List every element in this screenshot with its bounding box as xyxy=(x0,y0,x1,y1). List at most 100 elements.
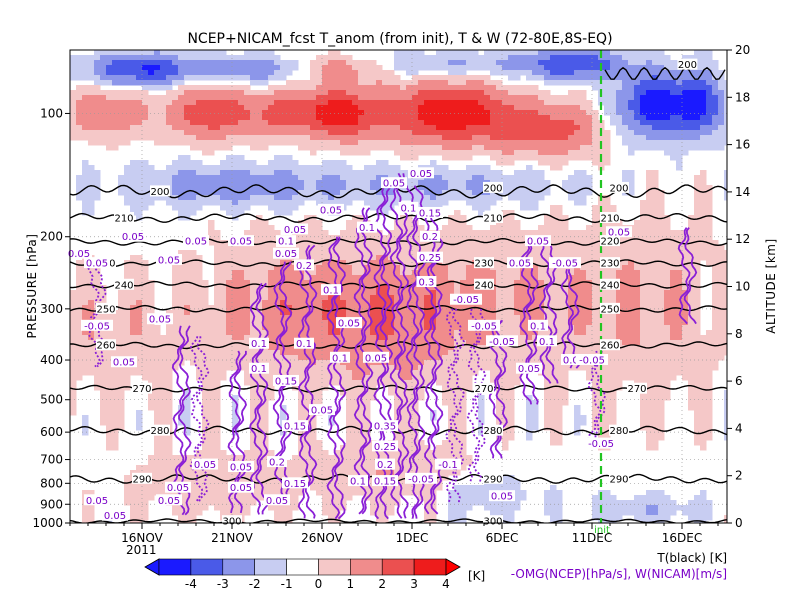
contour-label: 0.05 xyxy=(527,237,549,248)
contour-label: 270 xyxy=(627,384,646,395)
altitude-tick-label: 0 xyxy=(735,516,743,530)
colorbar-tick-label: 1 xyxy=(346,577,354,591)
legend-velocity: -OMG(NCEP)[hPa/s], W(NICAM)[m/s] xyxy=(511,567,727,581)
contour-label: 280 xyxy=(150,426,169,437)
contour-label: 200 xyxy=(483,183,502,194)
contour-label: 0.05 xyxy=(167,483,189,494)
contour-label-box xyxy=(120,230,146,242)
contour-label-box xyxy=(483,472,503,484)
x-tick-label: 16NOV xyxy=(121,531,163,545)
contour-label: 240 xyxy=(114,280,133,291)
contour-label: 0.05 xyxy=(311,406,333,417)
contour-label: -0.1 xyxy=(438,460,458,471)
velocity-contour xyxy=(519,245,533,405)
velocity-contour xyxy=(473,308,487,484)
x-axis: 16NOV 21NOV 26NOV 1DEC 6DEC 11DEC 16DEC xyxy=(69,523,719,545)
contour-label-box xyxy=(132,382,152,394)
colorbar-swatch xyxy=(413,558,447,576)
x-tick-label: 6DEC xyxy=(486,531,519,545)
altitude-tick-label: 12 xyxy=(735,232,750,246)
velocity-contour xyxy=(87,260,101,368)
velocity-contour xyxy=(255,282,269,515)
contour-label: 0.05 xyxy=(185,237,207,248)
contour-label-box xyxy=(147,313,173,325)
contour-label-box xyxy=(267,456,287,468)
velocity-contour xyxy=(326,236,341,520)
contour-label: 0.05 xyxy=(383,179,405,190)
contour-label-box xyxy=(600,278,620,290)
contour-label-box xyxy=(249,337,269,349)
altitude-tick-label: 14 xyxy=(735,185,750,199)
contour-label: 0.15 xyxy=(284,479,306,490)
contour-label: 0.2 xyxy=(269,458,285,469)
contour-label-box xyxy=(114,278,134,290)
colorbar-min-arrow xyxy=(144,558,160,576)
contour-label: 0.05 xyxy=(86,496,108,507)
contour-label: 0.1 xyxy=(530,321,546,332)
contour-label-box xyxy=(348,475,368,487)
velocity-contour xyxy=(677,227,691,325)
contour-label-box xyxy=(249,362,269,374)
contour-label-box xyxy=(273,374,299,386)
velocity-contour xyxy=(332,236,347,520)
velocity-contour xyxy=(405,185,420,519)
altitude-tick-label: 8 xyxy=(735,327,743,341)
contour-label: 0.05 xyxy=(68,249,90,260)
contour-label-box xyxy=(276,235,296,247)
contour-label-box xyxy=(318,203,344,215)
contour-label-box xyxy=(576,354,608,366)
contour-label: 0.1 xyxy=(539,337,555,348)
altitude-tick-label: 2 xyxy=(735,469,743,483)
contour-label-box xyxy=(507,257,533,269)
contour-label: 0.15 xyxy=(374,477,396,488)
contour-label-box xyxy=(228,461,254,473)
contour-label-box xyxy=(165,481,191,493)
contour-label-box xyxy=(96,339,116,351)
colorbar: -4 -3 -2 -1 0 1 2 3 4 xyxy=(144,558,461,591)
contour-label: -0.05 xyxy=(84,321,110,332)
velocity-contour xyxy=(395,173,410,519)
contour-label-box xyxy=(606,226,632,238)
velocity-contour xyxy=(587,350,602,439)
altitude-tick-label: 18 xyxy=(735,90,750,104)
contour-label-box xyxy=(309,404,335,416)
contour-label: 200 xyxy=(150,187,169,198)
contour-label-box xyxy=(435,458,461,470)
x-start-year: 2011 xyxy=(126,543,157,557)
contour-label: 300 xyxy=(222,517,241,528)
contour-label: 0.05 xyxy=(266,496,288,507)
pressure-axis-title: PRESSURE [hPa] xyxy=(25,234,39,339)
contour-label-box xyxy=(282,477,308,489)
contour-label: 280 xyxy=(483,426,502,437)
colorbar-unit: [K] xyxy=(468,569,485,583)
pressure-tick-label: 300 xyxy=(40,302,63,316)
init-label: init xyxy=(594,525,610,536)
contour-label-box xyxy=(528,319,548,331)
contour-label: 200 xyxy=(609,183,628,194)
contour-label: 260 xyxy=(600,341,619,352)
contour-label: 210 xyxy=(483,213,502,224)
contour-label: 0.1 xyxy=(400,203,416,214)
contour-label-box xyxy=(483,515,503,527)
colorbar-tick-label: -3 xyxy=(217,577,229,591)
contour-label-box xyxy=(474,278,494,290)
contour-label: 0.25 xyxy=(419,253,441,264)
contour-label: 0.05 xyxy=(230,237,252,248)
contour-label: 0.05 xyxy=(491,492,513,503)
contour-label-box xyxy=(372,475,398,487)
velocity-contour xyxy=(411,185,426,519)
contour-label: -0.05 xyxy=(579,356,605,367)
contour-label: 210 xyxy=(600,213,619,224)
contour-label: 0.05 xyxy=(158,256,180,267)
contour-label-box xyxy=(96,302,116,314)
contour-label-box xyxy=(408,167,434,179)
colorbar-swatch xyxy=(222,558,255,576)
contour-label-box xyxy=(282,223,308,235)
contour-label-box xyxy=(372,420,398,432)
contour-label-box xyxy=(600,257,620,269)
altitude-tick-label: 10 xyxy=(735,280,750,294)
altitude-tick-label: 4 xyxy=(735,421,743,435)
velocity-contour xyxy=(297,244,312,519)
contour-label: -0.05 xyxy=(588,439,614,450)
